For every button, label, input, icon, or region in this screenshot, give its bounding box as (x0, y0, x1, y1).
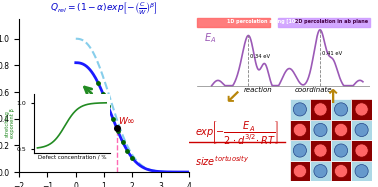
Text: ↑: ↑ (324, 88, 341, 107)
Bar (310, 120, 331, 140)
Bar (310, 99, 331, 120)
Circle shape (314, 123, 327, 137)
Circle shape (355, 144, 368, 157)
Bar (351, 120, 372, 140)
Circle shape (355, 123, 368, 137)
Circle shape (355, 103, 368, 116)
Bar (351, 99, 372, 120)
Point (124, 149, 130, 152)
Point (100, 93, 106, 96)
Bar (290, 161, 310, 181)
Circle shape (293, 103, 307, 116)
Bar (331, 140, 351, 161)
Text: reaction: reaction (243, 87, 272, 93)
Bar (290, 140, 310, 161)
Circle shape (314, 144, 327, 157)
Bar (351, 161, 372, 181)
Text: 2D percolation in ab plane: 2D percolation in ab plane (295, 19, 368, 24)
Point (115, 129, 121, 132)
Bar (278, 18, 370, 27)
Bar (197, 18, 270, 27)
Text: $E_A$: $E_A$ (204, 31, 217, 45)
Circle shape (335, 103, 348, 116)
Text: $size^{tortuosity}$: $size^{tortuosity}$ (195, 154, 249, 168)
Circle shape (335, 165, 348, 178)
Text: 0.41 eV: 0.41 eV (322, 51, 342, 56)
Text: $exp\!\left[-\dfrac{E_A}{2\cdot d^{3/2}\!\cdot RT}\right]$: $exp\!\left[-\dfrac{E_A}{2\cdot d^{3/2}\… (195, 119, 279, 146)
Text: coordinate: coordinate (295, 87, 332, 93)
Text: ↙: ↙ (224, 88, 241, 107)
Circle shape (355, 165, 368, 178)
Point (119, 140, 125, 143)
Bar (351, 140, 372, 161)
Bar (310, 140, 331, 161)
Circle shape (314, 103, 327, 116)
Bar (331, 161, 351, 181)
Circle shape (335, 123, 348, 137)
Point (95, 82, 101, 85)
Circle shape (314, 165, 327, 178)
Circle shape (293, 165, 307, 178)
Bar (290, 120, 310, 140)
Bar (331, 120, 351, 140)
Text: 0.34 eV: 0.34 eV (250, 54, 270, 59)
Text: $Q_{rel}=(1-\alpha)exp\left[-\left(\frac{C}{W}\right)^{\!\beta}\right]$: $Q_{rel}=(1-\alpha)exp\left[-\left(\frac… (50, 0, 157, 17)
Point (129, 157, 135, 160)
Text: $W\infty$: $W\infty$ (118, 115, 136, 126)
Circle shape (293, 123, 307, 137)
Point (105, 105, 111, 108)
Bar (290, 99, 310, 120)
Bar (310, 161, 331, 181)
Bar (331, 99, 351, 120)
X-axis label: Defect concentration / %: Defect concentration / % (37, 155, 106, 160)
Point (110, 117, 116, 120)
Circle shape (335, 144, 348, 157)
Y-axis label: stretching
exponent β: stretching exponent β (5, 108, 15, 138)
Circle shape (293, 144, 307, 157)
Text: 1D percolation along [100]: 1D percolation along [100] (227, 19, 301, 24)
